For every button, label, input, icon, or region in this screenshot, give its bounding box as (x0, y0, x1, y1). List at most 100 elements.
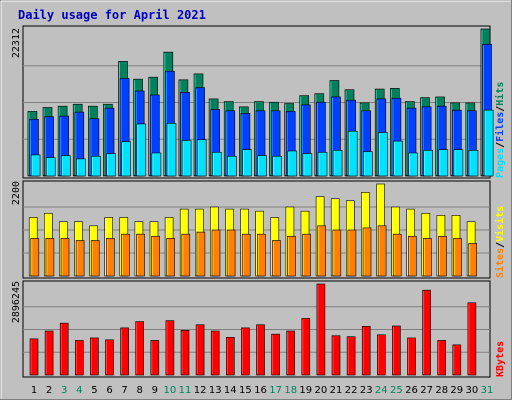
bar-pages-27 (423, 150, 434, 177)
bar-sites-21 (332, 229, 342, 277)
bar-pages-14 (227, 155, 237, 177)
bar-sites-1 (30, 238, 40, 277)
bar-kbytes-20 (316, 283, 326, 376)
bar-pages-25 (393, 140, 403, 177)
x-tick-label-25: 25 (390, 385, 403, 396)
bar-pages-7 (121, 141, 131, 177)
bar-pages-22 (347, 130, 358, 177)
x-tick-label-16: 16 (254, 385, 267, 396)
bar-pages-28 (438, 149, 449, 177)
bar-kbytes-4 (75, 340, 84, 376)
bar-pages-31 (483, 109, 494, 177)
x-tick-label-24: 24 (375, 385, 388, 396)
bar-pages-13 (212, 151, 222, 177)
bar-sites-10 (166, 238, 175, 277)
x-tick-label-6: 6 (106, 385, 112, 396)
bar-sites-7 (121, 233, 130, 277)
panel-bottom-ymax-label: 2896245 (11, 281, 22, 323)
bar-pages-11 (181, 140, 192, 177)
x-tick-label-17: 17 (269, 385, 282, 396)
bar-sites-2 (45, 238, 55, 277)
x-tick-label-22: 22 (345, 385, 358, 396)
bar-kbytes-26 (407, 337, 416, 376)
bar-sites-16 (256, 233, 266, 277)
x-tick-label-12: 12 (194, 385, 207, 396)
bar-sites-8 (136, 233, 145, 277)
x-tick-label-5: 5 (91, 385, 97, 396)
bar-sites-20 (317, 225, 327, 277)
x-tick-label-10: 10 (164, 385, 177, 396)
x-tick-label-2: 2 (46, 385, 52, 396)
legend-entry-pages: Pages (495, 148, 506, 178)
bar-sites-26 (407, 235, 417, 277)
bar-sites-3 (60, 238, 70, 277)
bar-sites-24 (377, 225, 387, 277)
bar-pages-9 (151, 152, 162, 177)
x-tick-label-31: 31 (481, 385, 494, 396)
legend-entry-kbytes: KBytes (495, 341, 506, 377)
x-axis-labels: 1 2 3 4 5 6 7 8 9 10 11 12 13 14 15 16 17 18 19 20 21 22 23 24 2… (31, 385, 494, 396)
bar-kbytes-23 (361, 325, 371, 376)
x-tick-label-23: 23 (360, 385, 373, 396)
bar-pages-15 (242, 149, 252, 177)
bar-kbytes-13 (210, 330, 220, 376)
bar-sites-18 (287, 235, 296, 277)
bar-kbytes-29 (452, 344, 462, 376)
bar-kbytes-25 (392, 325, 401, 376)
series-kbytes (29, 283, 477, 376)
series-sites (30, 225, 478, 277)
bar-kbytes-16 (256, 324, 265, 376)
x-tick-label-19: 19 (299, 385, 312, 396)
bar-pages-2 (45, 157, 56, 177)
bar-kbytes-2 (44, 330, 54, 376)
x-tick-label-28: 28 (435, 385, 448, 396)
bar-sites-30 (468, 243, 478, 277)
bar-pages-29 (453, 149, 464, 177)
bar-kbytes-10 (165, 320, 175, 376)
bar-pages-4 (76, 158, 86, 177)
bar-sites-23 (362, 227, 372, 277)
bar-kbytes-22 (346, 336, 356, 376)
series-pages (30, 109, 494, 177)
panel-middle-legend: Sites/Visits (494, 206, 506, 278)
x-tick-label-21: 21 (330, 385, 343, 396)
bar-pages-23 (362, 151, 373, 177)
bar-sites-14 (226, 229, 236, 277)
bar-kbytes-9 (150, 340, 160, 376)
x-tick-label-8: 8 (137, 385, 143, 396)
x-tick-label-7: 7 (121, 385, 127, 396)
bar-sites-28 (438, 235, 447, 277)
panel-bottom: 2896245 KBytes (11, 280, 506, 378)
bar-pages-30 (468, 150, 479, 177)
bar-sites-27 (423, 238, 432, 277)
chart-title: Daily usage for April 2021 (18, 8, 206, 22)
bar-kbytes-30 (467, 302, 477, 376)
x-tick-label-29: 29 (450, 385, 463, 396)
bar-pages-12 (196, 139, 207, 177)
bar-kbytes-27 (422, 289, 431, 376)
panel-top-ymax-label: 22312 (11, 28, 22, 58)
x-tick-label-27: 27 (420, 385, 433, 396)
bar-pages-10 (166, 122, 177, 177)
bar-sites-29 (453, 238, 462, 277)
x-tick-label-20: 20 (315, 385, 328, 396)
bar-pages-26 (408, 152, 418, 177)
bar-kbytes-7 (120, 327, 129, 376)
bar-pages-6 (106, 153, 116, 177)
bar-pages-19 (302, 153, 313, 177)
panel-middle: 2200 Sites/Visits (11, 180, 506, 279)
bar-kbytes-3 (59, 322, 69, 376)
bar-sites-19 (302, 233, 311, 277)
bar-kbytes-17 (271, 333, 280, 376)
bar-kbytes-28 (437, 340, 447, 376)
legend-entry-files: Files (494, 112, 506, 142)
bar-sites-4 (75, 240, 85, 277)
x-tick-label-26: 26 (405, 385, 418, 396)
bar-pages-1 (30, 154, 41, 177)
x-tick-label-3: 3 (61, 385, 67, 396)
bar-pages-3 (60, 155, 71, 177)
panel-middle-ymax-label: 2200 (11, 181, 22, 205)
bar-sites-9 (151, 235, 160, 277)
bar-sites-25 (392, 233, 402, 277)
